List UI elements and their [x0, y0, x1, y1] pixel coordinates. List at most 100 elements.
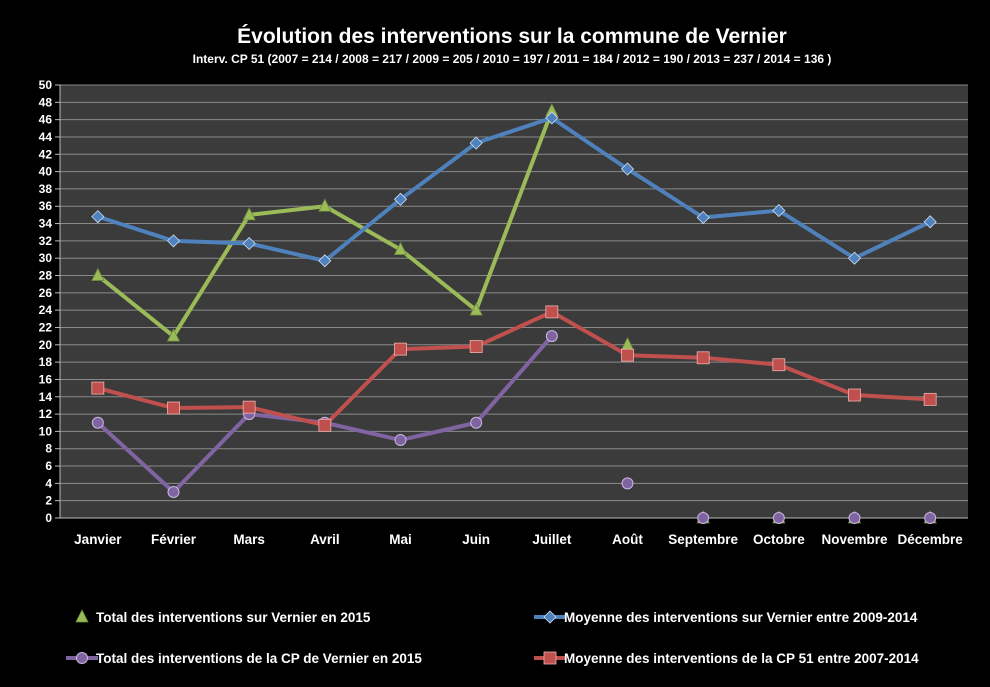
y-tick-label: 8: [45, 442, 52, 456]
data-point: [394, 434, 407, 447]
x-tick-label: Mai: [389, 532, 412, 547]
data-point: [543, 610, 557, 624]
y-tick-label: 0: [45, 511, 52, 525]
data-point: [545, 305, 559, 319]
y-tick-label: 36: [39, 199, 53, 213]
data-point: [621, 348, 634, 362]
x-tick-label: Novembre: [821, 532, 888, 547]
series-line: [97, 309, 931, 428]
data-point: [543, 651, 557, 665]
plot-area: [60, 85, 968, 518]
data-point: [76, 652, 88, 664]
data-point: [166, 328, 181, 342]
y-tick-label: 42: [39, 147, 53, 161]
data-point: [469, 302, 483, 316]
y-tick-label: 38: [39, 182, 53, 196]
x-tick-label: Janvier: [74, 532, 122, 547]
data-point: [469, 340, 483, 353]
data-point: [242, 207, 256, 221]
legend-item: Total des interventions de la CP de Vern…: [66, 651, 422, 666]
data-point: [318, 418, 332, 432]
y-tick-label: 24: [39, 303, 53, 317]
y-tick-label: 50: [39, 78, 53, 92]
data-point: [545, 330, 558, 343]
data-point: [242, 236, 256, 251]
legend-label: Moyenne des interventions de la CP 51 en…: [564, 651, 919, 666]
data-point: [923, 215, 937, 229]
data-point: [621, 477, 634, 490]
y-tick-label: 20: [39, 338, 53, 352]
data-point: [848, 512, 861, 524]
y-tick-label: 14: [39, 390, 53, 404]
data-point: [393, 192, 408, 206]
x-tick-label: Mars: [233, 532, 265, 547]
x-axis-ticks: Janvier Février Mars Avril Mai Juin Juillet Aoû…: [74, 532, 963, 547]
y-tick-label: 32: [39, 234, 53, 248]
x-tick-label: Avril: [310, 532, 340, 547]
x-tick-label: Septembre: [668, 532, 738, 547]
y-tick-label: 2: [45, 494, 52, 508]
data-point: [393, 241, 408, 255]
data-point: [772, 512, 785, 524]
y-tick-label: 18: [39, 355, 53, 369]
y-tick-label: 22: [39, 320, 53, 334]
legend-item: Moyenne des interventions sur Vernier en…: [534, 610, 918, 625]
series-line: [97, 115, 932, 263]
chart-title: Évolution des interventions sur la commu…: [237, 25, 787, 48]
x-tick-label: Juillet: [532, 532, 572, 547]
y-tick-label: 16: [39, 372, 53, 386]
y-tick-label: 26: [39, 286, 53, 300]
x-tick-label: Octobre: [753, 532, 805, 547]
data-point: [318, 198, 332, 212]
data-point: [772, 204, 786, 218]
series-2: [91, 111, 937, 268]
y-tick-label: 44: [39, 130, 53, 144]
y-tick-label: 48: [39, 95, 53, 109]
legend-label: Total des interventions de la CP de Vern…: [96, 651, 422, 666]
data-point: [394, 342, 407, 356]
data-point: [166, 234, 181, 248]
x-tick-label: Décembre: [898, 532, 964, 547]
series-layer: [91, 103, 937, 524]
data-point: [470, 416, 483, 429]
data-point: [469, 136, 483, 150]
y-tick-label: 12: [39, 407, 53, 421]
series-4: [91, 305, 937, 432]
data-point: [318, 254, 332, 268]
data-point: [847, 251, 862, 265]
y-tick-label: 46: [39, 113, 53, 127]
legend-item: Total des interventions sur Vernier en 2…: [75, 609, 371, 625]
y-tick-label: 28: [39, 269, 53, 283]
data-point: [91, 267, 105, 281]
legend: Total des interventions sur Vernier en 2…: [66, 609, 919, 666]
legend-label: Moyenne des interventions sur Vernier en…: [564, 610, 918, 625]
data-point: [167, 486, 180, 499]
legend-label: Total des interventions sur Vernier en 2…: [96, 610, 371, 625]
y-tick-label: 34: [39, 217, 53, 231]
legend-item: Moyenne des interventions de la CP 51 en…: [534, 651, 919, 666]
data-point: [696, 210, 710, 225]
data-point: [75, 609, 89, 623]
data-point: [91, 381, 105, 395]
y-tick-label: 4: [45, 476, 52, 490]
y-tick-label: 10: [39, 424, 53, 438]
data-point: [242, 400, 256, 414]
data-point: [924, 512, 937, 524]
data-point: [696, 351, 710, 365]
x-tick-label: Février: [151, 532, 197, 547]
x-tick-label: Juin: [462, 532, 490, 547]
data-point: [91, 416, 104, 429]
y-tick-label: 6: [45, 459, 52, 473]
data-point: [697, 512, 710, 524]
y-axis-ticks: 0246810121416182022242628303234363840424…: [39, 78, 53, 525]
data-point: [545, 111, 559, 125]
y-tick-label: 40: [39, 165, 53, 179]
data-point: [848, 388, 861, 402]
data-point: [620, 162, 635, 176]
y-tick-label: 30: [39, 251, 53, 265]
x-tick-label: Août: [612, 532, 643, 547]
chart-subtitle: Interv. CP 51 (2007 = 214 / 2008 = 217 /…: [193, 52, 832, 66]
data-point: [923, 392, 937, 406]
data-point: [167, 401, 180, 415]
data-point: [91, 210, 105, 224]
